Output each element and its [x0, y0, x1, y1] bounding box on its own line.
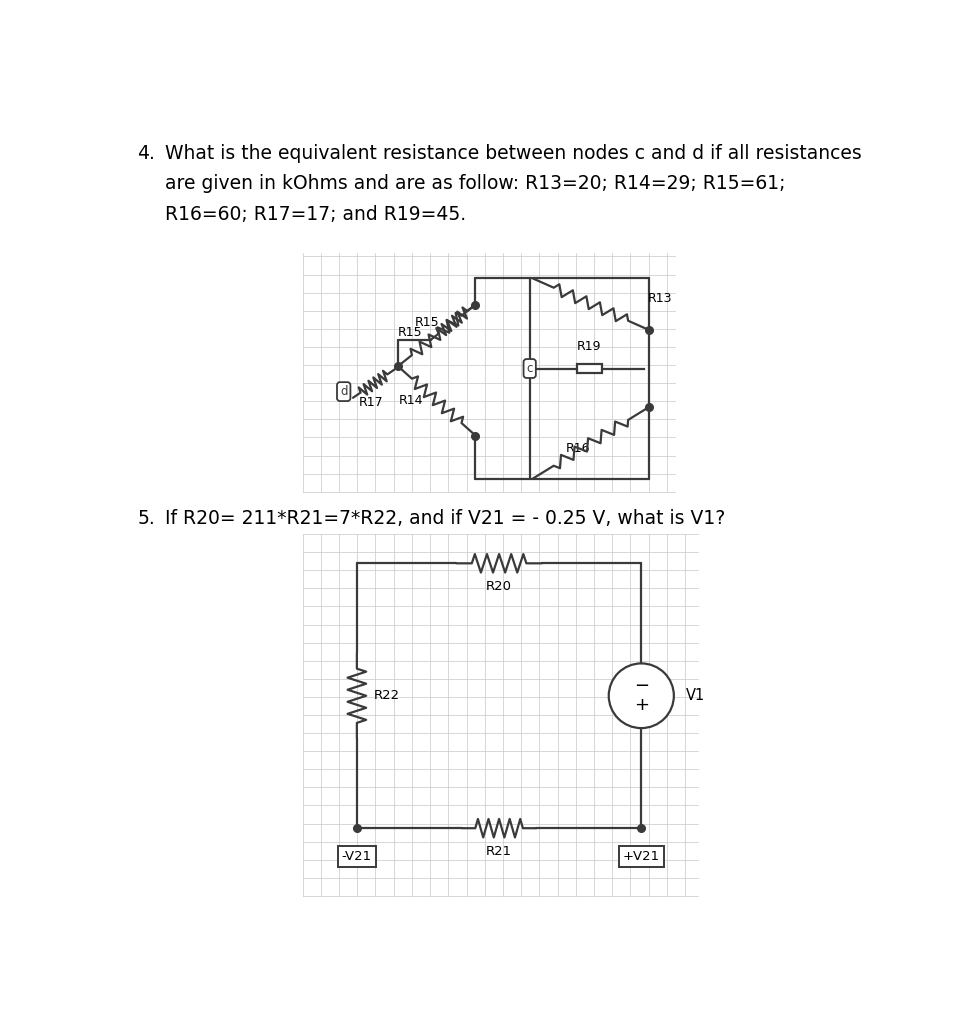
- Text: c: c: [526, 362, 533, 375]
- Text: R14: R14: [398, 394, 423, 408]
- Text: If R20= 211*R21=7*R22, and if V21 = - 0.25 V, what is V1?: If R20= 211*R21=7*R22, and if V21 = - 0.…: [166, 509, 726, 528]
- Text: R21: R21: [486, 845, 512, 858]
- Text: +: +: [633, 696, 649, 714]
- Text: R22: R22: [374, 689, 400, 702]
- Text: R16: R16: [565, 442, 590, 456]
- Polygon shape: [577, 364, 602, 373]
- Text: R19: R19: [577, 340, 602, 353]
- Text: are given in kOhms and are as follow: R13=20; R14=29; R15=61;: are given in kOhms and are as follow: R1…: [166, 174, 786, 194]
- Text: −: −: [633, 677, 649, 694]
- Text: What is the equivalent resistance between nodes c and d if all resistances: What is the equivalent resistance betwee…: [166, 143, 862, 163]
- Text: 5.: 5.: [138, 509, 155, 528]
- Text: R13: R13: [648, 292, 672, 304]
- Text: +V21: +V21: [623, 850, 660, 863]
- Circle shape: [608, 664, 674, 728]
- Text: d: d: [340, 385, 347, 398]
- Text: R15: R15: [398, 326, 423, 339]
- Text: R17: R17: [359, 396, 383, 409]
- Text: R15: R15: [415, 315, 439, 329]
- Text: -V21: -V21: [342, 850, 372, 863]
- Text: R20: R20: [486, 581, 512, 593]
- Text: V1: V1: [685, 688, 705, 703]
- Text: 4.: 4.: [138, 143, 155, 163]
- Text: R16=60; R17=17; and R19=45.: R16=60; R17=17; and R19=45.: [166, 205, 467, 224]
